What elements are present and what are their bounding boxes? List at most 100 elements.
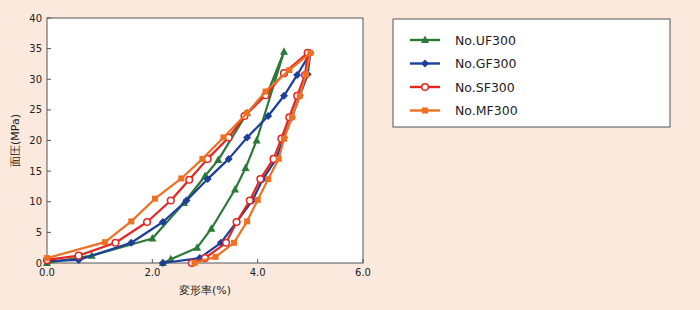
- legend-marker: [422, 108, 428, 114]
- data-point: [244, 218, 250, 224]
- data-point: [44, 255, 50, 261]
- data-point: [286, 67, 292, 73]
- data-point: [244, 110, 250, 116]
- y-tick-label: 15: [29, 166, 42, 177]
- series-line: [47, 53, 308, 263]
- data-point: [255, 197, 261, 203]
- x-tick-label: 4.0: [250, 267, 266, 278]
- y-tick: [47, 171, 51, 172]
- series: [43, 47, 288, 266]
- data-point: [223, 239, 230, 246]
- legend-marker: [421, 36, 429, 44]
- data-point: [302, 72, 309, 79]
- y-tick-label: 40: [29, 13, 42, 24]
- data-point: [304, 70, 312, 78]
- data-point: [207, 224, 215, 232]
- data-point: [159, 259, 167, 267]
- data-point: [233, 219, 240, 226]
- y-tick: [47, 79, 51, 80]
- y-tick: [47, 109, 51, 110]
- data-point: [303, 71, 309, 77]
- y-tick-label: 20: [29, 135, 42, 146]
- y-tick-label: 30: [29, 74, 42, 85]
- y-tick: [47, 48, 51, 49]
- data-point: [265, 176, 271, 182]
- x-tick: [363, 259, 364, 263]
- data-point: [306, 49, 314, 57]
- legend-label: No.UF300: [455, 33, 516, 48]
- legend-label: No.SF300: [455, 80, 515, 95]
- plot-area: [43, 47, 314, 267]
- plot-frame: [47, 18, 363, 263]
- series-line: [47, 53, 310, 263]
- x-tick-label: 6.0: [355, 267, 371, 278]
- y-tick: [47, 140, 51, 141]
- data-point: [220, 134, 226, 140]
- data-point: [214, 156, 222, 164]
- data-point: [296, 92, 304, 100]
- legend-box: [393, 19, 670, 127]
- data-point: [75, 252, 82, 259]
- legend-label: No.MF300: [455, 103, 518, 118]
- y-tick-label: 10: [29, 196, 42, 207]
- data-point: [231, 185, 239, 193]
- data-point: [231, 240, 237, 246]
- legend-marker: [422, 84, 429, 91]
- y-axis-title: 面圧(MPa): [9, 114, 22, 167]
- data-point: [213, 254, 219, 260]
- x-tick-label: 2.0: [144, 267, 160, 278]
- data-point: [199, 156, 205, 162]
- data-point: [112, 239, 119, 246]
- data-point: [246, 197, 253, 204]
- y-tick: [47, 232, 51, 233]
- y-tick: [47, 18, 51, 19]
- data-point: [127, 239, 135, 247]
- y-tick-label: 5: [36, 227, 42, 238]
- data-point: [243, 133, 251, 141]
- data-point: [280, 92, 288, 100]
- series: [43, 49, 314, 267]
- data-point: [281, 136, 287, 142]
- chart: 05101520253035400.02.04.06.0変形率(%)面圧(MPa…: [0, 0, 700, 310]
- data-point: [148, 234, 156, 242]
- data-point: [289, 114, 295, 120]
- x-axis-title: 変形率(%): [179, 284, 231, 297]
- data-point: [128, 218, 134, 224]
- y-tick: [47, 201, 51, 202]
- data-point: [293, 71, 301, 79]
- data-point: [264, 112, 272, 120]
- data-point: [102, 239, 108, 245]
- legend: No.UF300 No.GF300 No.SF300 No.MF300: [393, 19, 670, 127]
- y-tick-label: 35: [29, 43, 42, 54]
- data-point: [193, 243, 201, 251]
- data-point: [204, 175, 212, 183]
- data-point: [159, 218, 167, 226]
- data-point: [288, 113, 296, 121]
- legend-label: No.GF300: [455, 56, 517, 71]
- series: [44, 50, 313, 266]
- data-point: [186, 176, 193, 183]
- series: [44, 50, 311, 267]
- legend-marker: [421, 60, 429, 68]
- series-line: [47, 52, 284, 263]
- data-point: [263, 89, 269, 95]
- x-tick: [257, 259, 258, 263]
- data-point: [257, 176, 264, 183]
- x-tick-label: 0.0: [39, 267, 55, 278]
- background: [0, 0, 700, 310]
- data-point: [225, 155, 233, 163]
- data-point: [280, 47, 288, 55]
- series-line: [47, 53, 310, 263]
- data-point: [253, 136, 261, 144]
- data-point: [233, 218, 241, 226]
- data-point: [159, 259, 167, 267]
- data-point: [307, 50, 313, 56]
- x-tick: [152, 259, 153, 263]
- data-point: [183, 197, 191, 205]
- data-point: [191, 260, 197, 266]
- data-point: [276, 156, 282, 162]
- data-point: [152, 196, 158, 202]
- data-point: [144, 219, 151, 226]
- y-tick-label: 25: [29, 104, 42, 115]
- data-point: [242, 164, 250, 172]
